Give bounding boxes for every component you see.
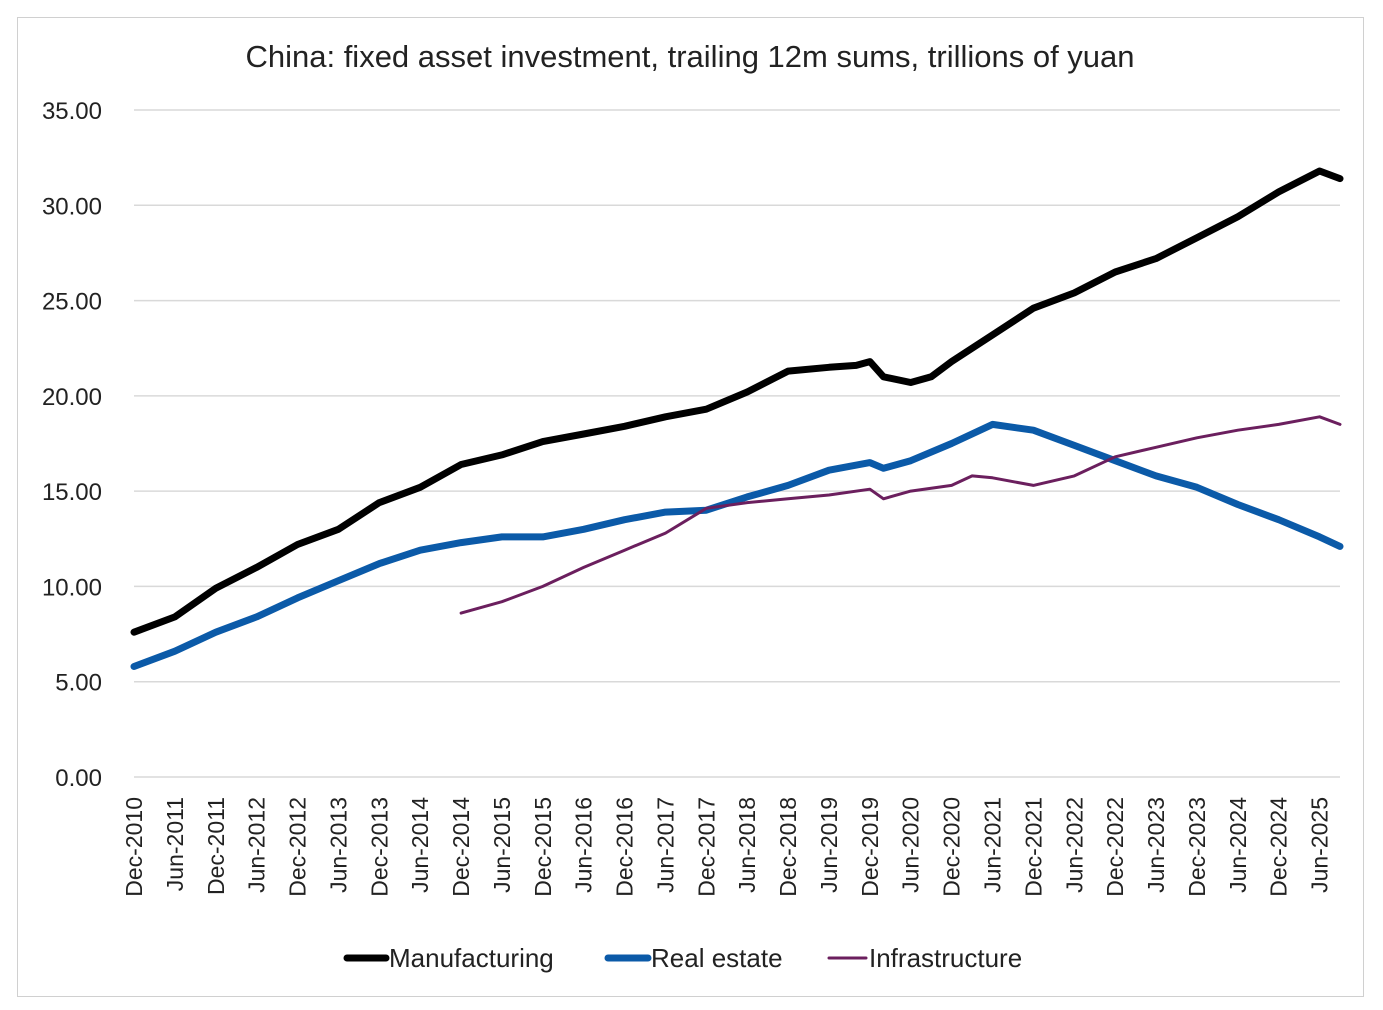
x-tick-label: Dec-2020 bbox=[939, 797, 965, 897]
y-tick-label: 0.00 bbox=[55, 765, 102, 792]
legend-label-infrastructure: Infrastructure bbox=[869, 943, 1022, 973]
x-tick-label: Dec-2013 bbox=[366, 797, 392, 897]
chart-title: China: fixed asset investment, trailing … bbox=[245, 39, 1134, 74]
x-tick-label: Jun-2015 bbox=[489, 797, 515, 893]
x-axis-ticks: Dec-2010 Jun-2011 Dec-2011 Jun-2012 Dec-2012… bbox=[121, 797, 1333, 897]
x-tick-label: Dec-2022 bbox=[1102, 797, 1128, 897]
x-tick-label: Dec-2012 bbox=[285, 797, 311, 897]
x-tick-label: Jun-2019 bbox=[816, 797, 842, 893]
legend: Manufacturing Real estate Infrastructure bbox=[343, 943, 1022, 973]
y-tick-label: 35.00 bbox=[42, 98, 102, 125]
y-tick-label: 10.00 bbox=[42, 574, 102, 601]
legend-label-manufacturing: Manufacturing bbox=[389, 943, 554, 973]
x-tick-label: Dec-2010 bbox=[121, 797, 147, 897]
x-tick-label: Dec-2023 bbox=[1184, 797, 1210, 897]
x-tick-label: Dec-2024 bbox=[1266, 797, 1292, 897]
y-tick-label: 15.00 bbox=[42, 479, 102, 506]
series-lines bbox=[130, 167, 1344, 670]
x-tick-label: Jun-2024 bbox=[1225, 797, 1251, 893]
x-tick-label: Jun-2011 bbox=[162, 797, 188, 891]
x-tick-label: Dec-2019 bbox=[857, 797, 883, 897]
series-line-infrastructure bbox=[459, 415, 1342, 615]
x-tick-label: Jun-2017 bbox=[652, 797, 678, 893]
series-line-real-estate bbox=[130, 420, 1344, 670]
x-tick-label: Jun-2014 bbox=[407, 797, 433, 893]
x-tick-label: Dec-2021 bbox=[1020, 797, 1046, 897]
x-tick-label: Jun-2018 bbox=[734, 797, 760, 893]
x-tick-label: Jun-2025 bbox=[1307, 797, 1333, 893]
x-tick-label: Dec-2014 bbox=[448, 797, 474, 897]
y-tick-label: 20.00 bbox=[42, 384, 102, 411]
x-tick-label: Jun-2021 bbox=[980, 797, 1006, 893]
chart-frame bbox=[17, 17, 1364, 997]
series-line-manufacturing bbox=[130, 167, 1344, 636]
x-tick-label: Jun-2020 bbox=[898, 797, 924, 893]
y-tick-label: 25.00 bbox=[42, 289, 102, 316]
y-axis-ticks: 0.00 5.00 10.00 15.00 20.00 25.00 30.00 35.00 bbox=[42, 98, 102, 792]
x-tick-label: Dec-2011 bbox=[203, 797, 229, 895]
x-tick-label: Jun-2012 bbox=[244, 797, 270, 893]
x-tick-label: Dec-2017 bbox=[693, 797, 719, 897]
legend-label-real-estate: Real estate bbox=[651, 943, 783, 973]
y-tick-label: 5.00 bbox=[55, 670, 102, 697]
grid-lines bbox=[134, 109, 1340, 778]
y-tick-label: 30.00 bbox=[42, 193, 102, 220]
x-tick-label: Jun-2016 bbox=[571, 797, 597, 893]
x-tick-label: Jun-2023 bbox=[1143, 797, 1169, 893]
x-tick-label: Dec-2018 bbox=[775, 797, 801, 897]
x-tick-label: Jun-2013 bbox=[325, 797, 351, 893]
x-tick-label: Dec-2015 bbox=[530, 797, 556, 897]
x-tick-label: Jun-2022 bbox=[1061, 797, 1087, 893]
x-tick-label: Dec-2016 bbox=[612, 797, 638, 897]
